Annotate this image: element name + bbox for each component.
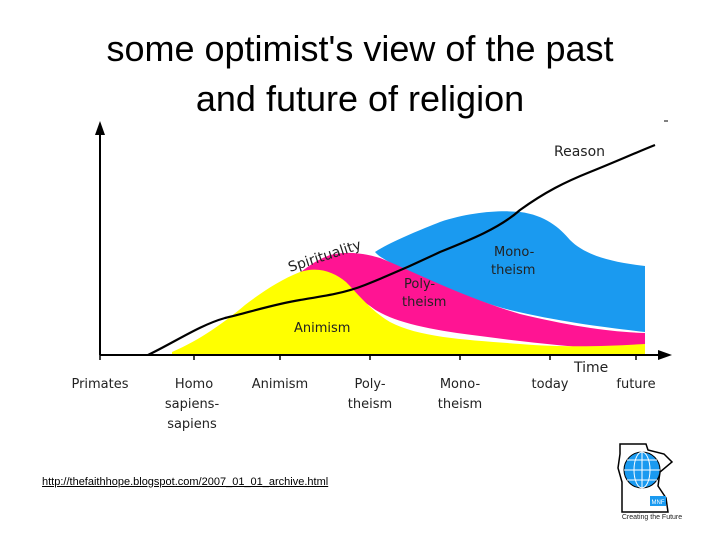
polytheism-region — [270, 252, 645, 350]
logo-badge-box — [650, 496, 666, 506]
polytheism-label-line2: theism — [402, 295, 446, 310]
x-axis-label-monotheism: Mono- theism — [438, 377, 482, 412]
title-line-1: some optimist's view of the past — [106, 28, 614, 69]
source-link[interactable]: http://thefaithhope.blogspot.com/2007_01… — [42, 476, 329, 488]
x-label-line: Mono- — [440, 377, 481, 392]
x-axis-label-today: today — [532, 377, 569, 392]
reason-line — [147, 143, 656, 356]
x-label-line: today — [532, 377, 569, 392]
x-label-line: Animism — [252, 377, 308, 392]
x-label-line: Primates — [71, 377, 128, 392]
x-axis-label-polytheism: Poly- theism — [348, 377, 392, 412]
title-line-2: and future of religion — [195, 78, 525, 119]
x-label-line: Homo — [175, 377, 213, 392]
animism-region — [172, 269, 645, 355]
monotheism-label-line1: Mono- — [494, 245, 535, 260]
x-axis-label-future: future — [616, 377, 655, 392]
y-axis-arrow — [95, 121, 105, 135]
x-label-line: theism — [438, 397, 482, 412]
x-label-line: theism — [348, 397, 392, 412]
organization-logo: MNF — [617, 443, 674, 513]
logo-badge-text: MNF — [652, 500, 665, 506]
x-label-line: future — [616, 377, 655, 392]
x-label-line: sapiens- — [165, 397, 220, 412]
logo-caption: Creating the Future — [621, 514, 683, 521]
slide-title: some optimist's view of the past and fut… — [0, 24, 720, 124]
x-axis-label-primates: Primates — [71, 377, 128, 392]
x-axis-label-homo-sapiens: Homo sapiens- sapiens — [165, 377, 220, 432]
x-axis-arrow — [658, 350, 672, 360]
x-axis-ticks — [99, 355, 637, 360]
x-label-line: Poly- — [354, 377, 385, 392]
time-label: Time — [573, 360, 608, 376]
monotheism-label-line2: theism — [491, 263, 535, 278]
x-axis-label-animism: Animism — [252, 377, 308, 392]
globe-map-icon — [623, 451, 661, 489]
polytheism-label-line1: Poly- — [404, 277, 435, 292]
animism-label: Animism — [294, 321, 350, 336]
x-label-line: sapiens — [167, 417, 217, 432]
reason-label: Reason — [554, 144, 605, 160]
monotheism-region — [375, 211, 645, 332]
